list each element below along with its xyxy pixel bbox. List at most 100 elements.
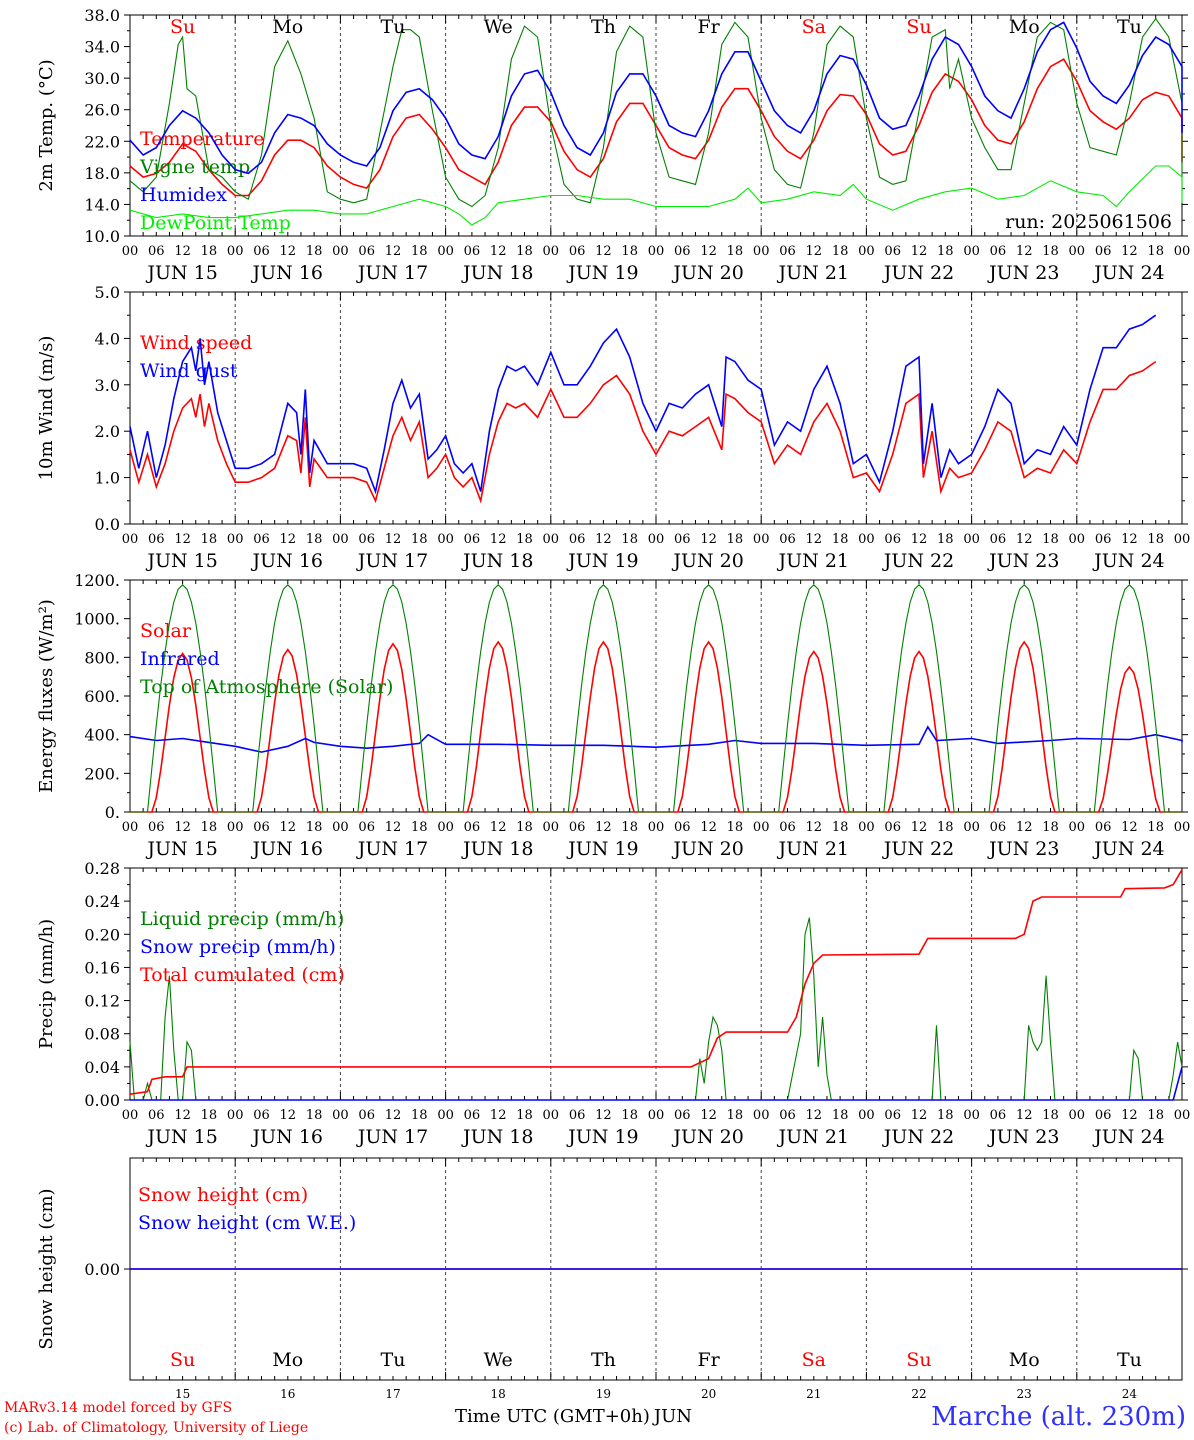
- hour-tick-label: 06: [990, 532, 1007, 547]
- hour-tick-label: 00: [1174, 820, 1191, 835]
- date-label: JUN 22: [882, 838, 954, 860]
- date-label: JUN 18: [461, 550, 533, 572]
- hour-tick-label: 06: [569, 532, 586, 547]
- legend-entry: Humidex: [140, 184, 227, 206]
- hour-tick-label: 18: [1147, 244, 1164, 259]
- hour-tick-label: 12: [700, 820, 717, 835]
- hour-tick-label: 00: [648, 1108, 665, 1123]
- date-label: JUN 19: [566, 550, 638, 572]
- hour-tick-label: 18: [1042, 1108, 1059, 1123]
- hour-tick-label: 06: [464, 1108, 481, 1123]
- weekday-label: Th: [591, 16, 616, 38]
- date-label: JUN 21: [777, 262, 849, 284]
- hour-tick-label: 00: [122, 532, 139, 547]
- weekday-label: Su: [170, 16, 195, 38]
- date-label: JUN 23: [987, 550, 1059, 572]
- hour-tick-label: 12: [174, 532, 191, 547]
- hour-tick-label: 06: [148, 244, 165, 259]
- date-label: JUN 22: [882, 262, 954, 284]
- series-line-temp: [129, 58, 1183, 197]
- hour-tick-label: 06: [779, 532, 796, 547]
- hour-tick-label: 12: [280, 1108, 297, 1123]
- y-tick-label: 30.0: [84, 69, 120, 88]
- hour-tick-label: 18: [516, 820, 533, 835]
- y-tick-label: 1000.: [74, 610, 120, 629]
- y-tick-label: 18.0: [84, 164, 120, 183]
- legend-entry: Liquid precip (mm/h): [140, 908, 344, 930]
- panel-wind: 0.0 1.0 2.0 3.0 4.0 5.0 10m Wind (m/s) Wind spe…: [36, 283, 1190, 572]
- y-tick-label: 10.0: [84, 227, 120, 246]
- y-tick-label: 22.0: [84, 132, 120, 151]
- hour-tick-label: 00: [858, 244, 875, 259]
- panel-energy: 0. 200. 400. 600. 800. 1000. 1200. Energy fluxe…: [36, 571, 1190, 860]
- hour-tick-label: 06: [674, 532, 691, 547]
- weekday-label: Sa: [802, 1349, 826, 1371]
- hour-tick-label: 06: [779, 1108, 796, 1123]
- date-label: JUN 22: [882, 550, 954, 572]
- date-label: JUN 18: [461, 262, 533, 284]
- series-line-wind: [129, 314, 1157, 495]
- legend-entry: DewPoint Temp: [140, 212, 291, 234]
- hour-tick-label: 00: [332, 1108, 349, 1123]
- y-tick-label: 2.0: [95, 422, 120, 441]
- legend-entry: Infrared: [140, 648, 220, 670]
- y-tick-label: 0.28: [84, 859, 120, 878]
- series-line-precip: [129, 917, 1183, 1101]
- date-label: JUN 21: [777, 1126, 849, 1148]
- day-number-label: 15: [175, 1387, 190, 1401]
- hour-tick-label: 12: [385, 244, 402, 259]
- hour-tick-label: 12: [1016, 1108, 1033, 1123]
- hour-tick-label: 06: [1095, 244, 1112, 259]
- hour-tick-label: 06: [779, 244, 796, 259]
- weekday-label: Fr: [697, 16, 720, 38]
- hour-tick-label: 12: [1121, 820, 1138, 835]
- hour-tick-label: 00: [332, 244, 349, 259]
- weekday-label: Sa: [802, 16, 826, 38]
- date-label: JUN 16: [251, 550, 323, 572]
- hour-tick-label: 06: [569, 820, 586, 835]
- hour-tick-label: 00: [543, 1108, 560, 1123]
- y-tick-label: 0.04: [84, 1058, 120, 1077]
- hour-tick-label: 00: [753, 820, 770, 835]
- weekday-label: Su: [170, 1349, 195, 1371]
- hour-tick-label: 18: [937, 820, 954, 835]
- date-label: JUN 19: [566, 262, 638, 284]
- hour-tick-label: 12: [1016, 532, 1033, 547]
- date-label: JUN 16: [251, 1126, 323, 1148]
- hour-tick-label: 00: [332, 532, 349, 547]
- weekday-label: Tu: [1117, 1349, 1142, 1371]
- date-label: JUN 24: [1092, 1126, 1164, 1148]
- hour-tick-label: 12: [174, 244, 191, 259]
- hour-tick-label: 18: [411, 1108, 428, 1123]
- hour-tick-label: 12: [911, 532, 928, 547]
- hour-tick-label: 00: [963, 820, 980, 835]
- hour-tick-label: 00: [753, 244, 770, 259]
- hour-tick-label: 00: [122, 244, 139, 259]
- weekday-label: Mo: [1009, 16, 1040, 38]
- y-tick-label: 14.0: [84, 195, 120, 214]
- legend-entry: Top of Atmosphere (Solar): [140, 676, 393, 698]
- hour-tick-label: 18: [832, 244, 849, 259]
- date-label: JUN 20: [671, 262, 743, 284]
- hour-tick-label: 06: [1095, 1108, 1112, 1123]
- date-label: JUN 20: [671, 1126, 743, 1148]
- hour-tick-label: 12: [1121, 1108, 1138, 1123]
- hour-tick-label: 06: [1095, 532, 1112, 547]
- date-label: JUN 24: [1092, 550, 1164, 572]
- hour-tick-label: 06: [884, 244, 901, 259]
- hour-tick-label: 18: [1042, 532, 1059, 547]
- hour-tick-label: 12: [385, 532, 402, 547]
- date-label: JUN 20: [671, 838, 743, 860]
- hour-tick-label: 12: [280, 244, 297, 259]
- hour-tick-label: 12: [595, 244, 612, 259]
- y-axis-label: 2m Temp. (°C): [36, 59, 57, 191]
- day-number-label: 17: [385, 1387, 400, 1401]
- hour-tick-label: 18: [306, 244, 323, 259]
- series-line-precip: [129, 869, 1183, 1095]
- legend-entry: Snow precip (mm/h): [140, 936, 336, 958]
- y-tick-label: 200.: [84, 764, 120, 783]
- hour-tick-label: 00: [1069, 1108, 1086, 1123]
- date-label: JUN 20: [671, 550, 743, 572]
- footer-lab-text: (c) Lab. of Climatology, University of L…: [4, 1420, 309, 1436]
